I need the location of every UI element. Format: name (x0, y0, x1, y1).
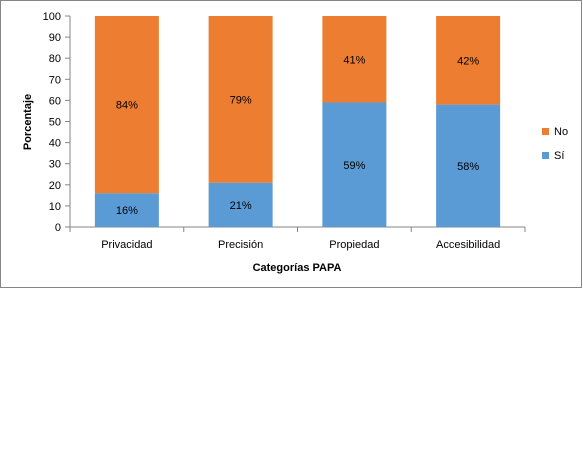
legend: No Sí (542, 126, 568, 162)
y-tick-label: 80 (49, 53, 61, 65)
x-category-label: Privacidad (101, 239, 152, 251)
legend-label-si: Sí (554, 150, 564, 162)
y-tick-label: 10 (49, 201, 61, 213)
data-label-si: 58% (457, 161, 479, 173)
bar-segment-no (322, 16, 387, 103)
data-label-si: 16% (116, 205, 138, 217)
y-axis-title: Porcentaje (22, 94, 34, 150)
y-tick-label: 50 (49, 117, 61, 129)
x-category-label: Precisión (218, 239, 263, 251)
bar-segment-no (436, 16, 501, 105)
data-label-no: 41% (343, 54, 365, 66)
y-tick-label: 30 (49, 159, 61, 171)
y-tick-label: 70 (49, 74, 61, 86)
y-tick-label: 40 (49, 138, 61, 150)
data-label-no: 42% (457, 55, 479, 67)
data-label-si: 21% (230, 200, 252, 212)
axes: 0 10 20 30 40 50 60 70 80 90 100 Privacidad Precisió… (43, 11, 526, 251)
y-tick-label: 60 (49, 95, 61, 107)
legend-swatch-no (542, 128, 549, 135)
legend-label-no: No (554, 126, 568, 138)
bar-segment-no (94, 16, 159, 194)
legend-swatch-si (542, 152, 549, 159)
stacked-bar-chart: 0 10 20 30 40 50 60 70 80 90 100 Privacidad Precisió… (22, 11, 568, 274)
data-label-si: 59% (343, 160, 365, 172)
x-category-label: Propiedad (329, 239, 379, 251)
x-category-label: Accesibilidad (436, 239, 500, 251)
y-tick-label: 20 (49, 180, 61, 192)
y-tick-label: 0 (55, 222, 61, 234)
bar-segment-no (208, 16, 273, 183)
bar-segment-si (436, 104, 501, 227)
data-labels: 16% 84% 21% 79% 59% 41% 58% 42% (116, 54, 479, 217)
bar-segment-si (94, 193, 159, 227)
chart-frame: 0 10 20 30 40 50 60 70 80 90 100 Privacidad Precisió… (0, 0, 582, 288)
bars (94, 16, 501, 227)
bar-segment-si (322, 102, 387, 227)
y-tick-label: 90 (49, 32, 61, 44)
data-label-no: 79% (230, 94, 252, 106)
x-axis-title: Categorías PAPA (253, 262, 342, 274)
y-tick-label: 100 (43, 11, 61, 23)
data-label-no: 84% (116, 100, 138, 112)
bar-segment-si (208, 182, 273, 227)
